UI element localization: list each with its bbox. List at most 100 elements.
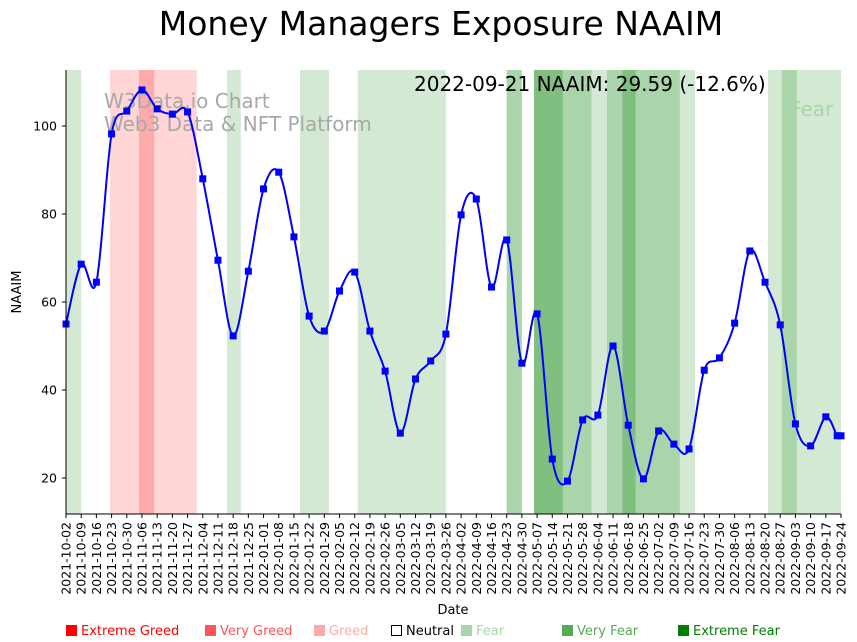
x-tick-label: 2021-10-23 (104, 522, 119, 595)
data-point (275, 168, 283, 176)
data-point (260, 185, 268, 193)
data-point (381, 367, 389, 375)
data-point (685, 445, 693, 453)
data-point (472, 195, 480, 203)
data-point (214, 256, 222, 264)
band-fear (679, 70, 696, 514)
x-tick-label: 2022-01-22 (302, 522, 317, 595)
x-tick-label: 2022-06-11 (606, 522, 621, 595)
data-point (715, 354, 723, 362)
x-tick-label: 2022-09-17 (818, 522, 833, 595)
band-extreme-fear (534, 70, 563, 514)
data-point (548, 455, 556, 463)
data-point (396, 429, 404, 437)
band-very-greed (138, 70, 155, 514)
legend-item-very-fear: Very Fear (562, 624, 638, 639)
faint-fear-annotation: Fear (790, 97, 834, 121)
x-tick-label: 2022-07-23 (697, 522, 712, 595)
data-point (412, 375, 420, 383)
data-point (594, 411, 602, 419)
data-point (244, 267, 252, 275)
x-tick-label: 2022-03-26 (438, 522, 453, 595)
data-point (199, 175, 207, 183)
data-point (457, 211, 465, 219)
data-point (822, 413, 830, 421)
x-tick-label: 2022-04-09 (469, 522, 484, 595)
data-point (153, 105, 161, 113)
data-point (290, 233, 298, 241)
x-tick-label: 2022-08-27 (773, 522, 788, 595)
legend-item-extreme-fear: Extreme Fear (678, 624, 780, 639)
x-tick-label: 2022-09-24 (834, 522, 849, 595)
legend-item-extreme-greed: Extreme Greed (66, 624, 179, 639)
x-tick-label: 2021-10-16 (89, 522, 104, 595)
band-extreme-fear (622, 70, 636, 514)
legend-swatch-icon (562, 625, 573, 636)
data-point (670, 440, 678, 448)
x-tick-label: 2022-01-29 (317, 522, 332, 595)
legend-label: Very Fear (577, 624, 639, 639)
x-tick-label: 2022-01-01 (256, 522, 271, 595)
data-point (731, 319, 739, 327)
data-point (487, 283, 495, 291)
legend-swatch-icon (391, 625, 402, 636)
data-point (442, 330, 450, 338)
x-tick-label: 2022-07-16 (682, 522, 697, 595)
y-tick-label: 80 (41, 207, 57, 222)
data-point (833, 432, 841, 440)
data-point (427, 357, 435, 365)
x-tick-label: 2022-02-26 (378, 522, 393, 595)
data-point (123, 107, 131, 115)
x-tick-label: 2022-06-04 (590, 522, 605, 595)
x-tick-label: 2021-11-06 (134, 522, 149, 595)
band-fear (796, 70, 841, 514)
band-very-fear (562, 70, 592, 514)
x-tick-label: 2022-06-18 (621, 522, 636, 595)
x-tick-label: 2022-07-02 (651, 522, 666, 595)
x-tick-label: 2021-11-13 (150, 522, 165, 595)
data-point (609, 342, 617, 350)
x-tick-label: 2022-03-12 (408, 522, 423, 595)
legend-swatch-icon (314, 625, 325, 636)
x-tick-label: 2021-12-25 (241, 522, 256, 595)
band-fear (227, 70, 241, 514)
x-tick-label: 2022-05-21 (560, 522, 575, 595)
y-tick-label: 60 (41, 295, 57, 310)
band-very-fear (606, 70, 623, 514)
legend-swatch-icon (461, 625, 472, 636)
legend-label: Very Greed (220, 624, 293, 639)
x-tick-label: 2022-08-20 (758, 522, 773, 595)
data-point (563, 477, 571, 485)
data-point (336, 287, 344, 295)
data-point (624, 421, 632, 429)
legend-item-greed: Greed (314, 624, 368, 639)
x-tick-label: 2022-08-13 (742, 522, 757, 595)
x-tick-label: 2021-10-02 (59, 522, 74, 595)
y-axis-label: NAAIM (10, 271, 25, 314)
band-very-fear (635, 70, 680, 514)
x-tick-label: 2022-04-02 (454, 522, 469, 595)
x-tick-label: 2022-04-30 (514, 522, 529, 595)
legend-label: Greed (329, 624, 369, 639)
data-point (791, 420, 799, 428)
data-point (351, 268, 359, 276)
x-axis-label: Date (437, 603, 468, 618)
x-tick-label: 2021-12-11 (210, 522, 225, 595)
y-tick-label: 20 (41, 471, 57, 486)
legend-swatch-icon (678, 625, 689, 636)
band-fear (357, 70, 446, 514)
x-tick-label: 2021-12-18 (226, 522, 241, 595)
x-tick-label: 2022-02-05 (332, 522, 347, 595)
legend-item-fear: Fear (461, 624, 504, 639)
band-fear (591, 70, 607, 514)
data-point (700, 366, 708, 374)
legend-item-very-greed: Very Greed (205, 624, 292, 639)
x-tick-label: 2022-07-30 (712, 522, 727, 595)
data-point (761, 278, 769, 286)
legend-label: Extreme Greed (81, 624, 180, 639)
x-tick-label: 2022-07-09 (666, 522, 681, 595)
x-tick-label: 2022-05-14 (545, 522, 560, 595)
watermark-line-2: Web3 Data & NFT Platform (104, 112, 372, 136)
x-tick-label: 2022-02-19 (362, 522, 377, 595)
